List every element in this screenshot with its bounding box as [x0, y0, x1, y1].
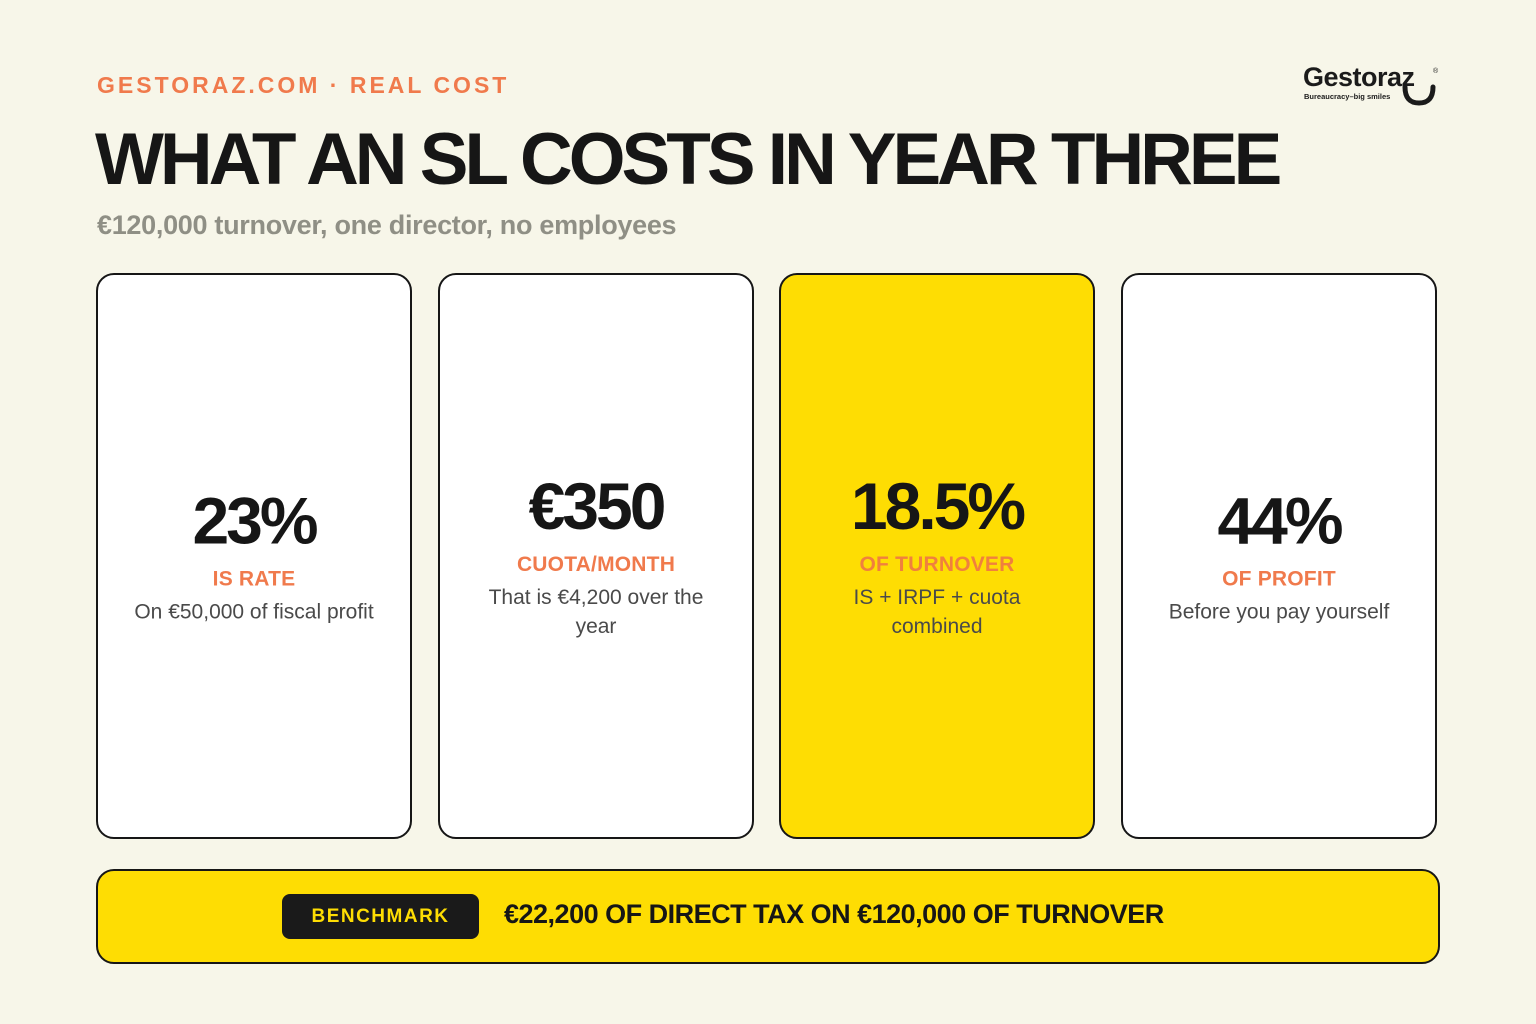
- stat-card-profit: 44% OF PROFIT Before you pay yourself: [1121, 273, 1437, 839]
- page-title: WHAT AN SL COSTS IN YEAR THREE: [95, 119, 1282, 200]
- smile-icon: [1402, 84, 1436, 106]
- stat-card-is-rate: 23% IS RATE On €50,000 of fiscal profit: [96, 273, 412, 839]
- logo-wordmark: Gestoraz: [1303, 62, 1415, 92]
- stat-value: 18.5%: [850, 469, 1026, 543]
- benchmark-text: €22,200 OF DIRECT TAX ON €120,000 OF TUR…: [504, 899, 1164, 929]
- stat-value: 44%: [1217, 483, 1343, 558]
- benchmark-banner: BENCHMARK €22,200 OF DIRECT TAX ON €120,…: [96, 869, 1440, 964]
- eyebrow: GESTORAZ.COM · REAL COST: [97, 72, 510, 98]
- stat-value: €350: [528, 469, 667, 543]
- logo-tagline: Bureaucracy–big smiles: [1304, 92, 1391, 101]
- stat-card-turnover: 18.5% OF TURNOVER IS + IRPF + cuota comb…: [779, 273, 1095, 839]
- logo-registered-mark: ®: [1433, 68, 1439, 75]
- stat-description: That is €4,200 over the year: [488, 586, 704, 638]
- stat-description: On €50,000 of fiscal profit: [134, 600, 374, 624]
- page-subtitle: €120,000 turnover, one director, no empl…: [97, 210, 677, 240]
- stat-label: OF TURNOVER: [859, 553, 1015, 576]
- stat-description: IS + IRPF + cuota combined: [853, 586, 1021, 638]
- stat-label: CUOTA/MONTH: [516, 553, 676, 576]
- stat-label: OF PROFIT: [1222, 567, 1336, 591]
- stat-label: IS RATE: [212, 567, 296, 591]
- stat-card-cuota: €350 CUOTA/MONTH That is €4,200 over the…: [438, 273, 754, 839]
- stat-description: Before you pay yourself: [1168, 600, 1390, 624]
- stat-value: 23%: [192, 483, 318, 558]
- benchmark-badge: BENCHMARK: [282, 894, 479, 939]
- gestoraz-logo[interactable]: Gestoraz ® Bureaucracy–big smiles: [1300, 62, 1440, 110]
